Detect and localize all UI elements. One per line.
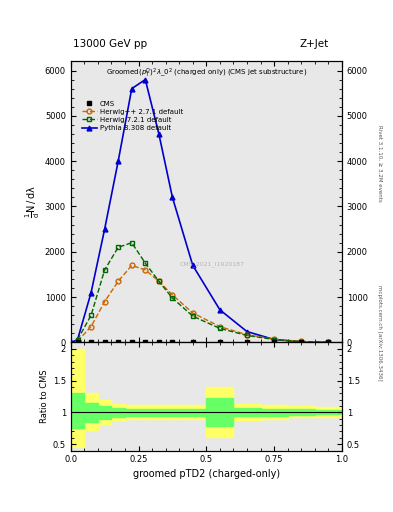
X-axis label: groomed pTD2 (charged-only): groomed pTD2 (charged-only) [133,468,280,479]
Text: Rivet 3.1.10, ≥ 3.2M events: Rivet 3.1.10, ≥ 3.2M events [377,125,382,202]
Text: CMS_2021_I1920187: CMS_2021_I1920187 [179,261,244,267]
Text: Groomed$(p_T^D)^2\lambda\_0^2$ (charged only) (CMS jet substructure): Groomed$(p_T^D)^2\lambda\_0^2$ (charged … [106,67,307,80]
Legend: CMS, Herwig++ 2.7.1 default, Herwig 7.2.1 default, Pythia 8.308 default: CMS, Herwig++ 2.7.1 default, Herwig 7.2.… [80,99,185,133]
Y-axis label: $\frac{1}{\rm d}N\,/\,{\rm d}\lambda$: $\frac{1}{\rm d}N\,/\,{\rm d}\lambda$ [24,185,42,219]
Text: 13000 GeV pp: 13000 GeV pp [73,38,147,49]
Text: Z+Jet: Z+Jet [300,38,329,49]
Y-axis label: Ratio to CMS: Ratio to CMS [40,370,49,423]
Text: mcplots.cern.ch [arXiv:1306.3436]: mcplots.cern.ch [arXiv:1306.3436] [377,285,382,380]
